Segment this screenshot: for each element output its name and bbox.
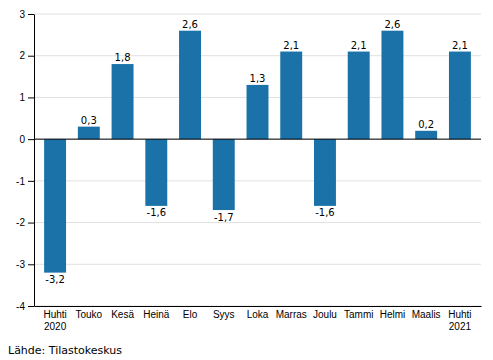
grid <box>34 14 481 306</box>
x-tick-label: Huhti2021 <box>448 309 471 332</box>
x-tick-label: Joulu <box>313 309 337 320</box>
y-tick-label: 1 <box>19 92 25 103</box>
y-tick-label: -3 <box>16 259 25 270</box>
x-tick-label: Helmi <box>380 309 406 320</box>
y-tick: -2 <box>16 217 34 228</box>
x-tick: Kesä <box>111 309 134 320</box>
x-tick: Elo <box>183 309 198 320</box>
data-labels: -3,2 0,3 1,8 -1,6 2,6 -1,7 1,3 2,1 -1,6 2,1 2,6 0,2… <box>45 19 468 285</box>
y-tick-label: 2 <box>19 50 25 61</box>
data-label: 2,1 <box>351 40 367 51</box>
y-tick-mark <box>28 223 34 224</box>
data-label: -3,2 <box>45 274 65 285</box>
data-label: -1,7 <box>214 212 234 223</box>
data-label: 0,3 <box>81 115 97 126</box>
data-label: 2,6 <box>182 19 198 30</box>
y-tick-mark <box>28 181 34 182</box>
y-tick-label: -1 <box>16 176 25 187</box>
bar <box>280 52 302 140</box>
x-axis-line <box>35 306 482 307</box>
data-label: -1,6 <box>147 207 167 218</box>
bar <box>78 127 100 140</box>
grid-line <box>34 180 481 181</box>
bar <box>449 52 471 140</box>
chart: -4 -3 -2 -1 0 1 2 3 Huhti2020 Touko Kesä Heinä Elo Sy… <box>0 0 493 360</box>
bars <box>44 31 471 273</box>
bar <box>112 64 134 139</box>
y-tick: 2 <box>19 50 34 61</box>
y-tick-mark <box>28 97 34 98</box>
y-tick: 0 <box>19 134 34 145</box>
data-label: 2,6 <box>384 19 400 30</box>
zero-line <box>34 139 481 140</box>
grid-line <box>34 264 481 265</box>
x-tick: Huhti2021 <box>448 309 471 332</box>
x-tick-label: Elo <box>183 309 198 320</box>
x-tick-label: Kesä <box>111 309 134 320</box>
grid-line <box>34 306 481 307</box>
x-tick: Tammi <box>344 309 373 320</box>
y-tick-mark <box>28 56 34 57</box>
x-tick-label: Marras <box>276 309 307 320</box>
bar <box>44 139 66 272</box>
bar <box>381 31 403 139</box>
x-tick-label: Syys <box>213 309 235 320</box>
y-tick-mark <box>28 14 34 15</box>
y-axis: -4 -3 -2 -1 0 1 2 3 <box>16 9 34 312</box>
x-tick-label: Maalis <box>412 309 441 320</box>
x-tick: Syys <box>213 309 235 320</box>
y-axis-line <box>34 15 35 307</box>
x-tick-label: Loka <box>247 309 269 320</box>
x-tick-label: Huhti2020 <box>43 309 66 332</box>
x-tick: Helmi <box>380 309 406 320</box>
bar <box>415 131 437 139</box>
bar <box>179 31 201 139</box>
data-label: -1,6 <box>315 207 335 218</box>
data-label: 0,2 <box>418 119 434 130</box>
x-tick-label: Heinä <box>143 309 170 320</box>
bar <box>213 139 235 210</box>
grid-line <box>34 222 481 223</box>
data-label: 2,1 <box>283 40 299 51</box>
grid-line <box>34 55 481 56</box>
y-tick-label: -4 <box>16 301 25 312</box>
x-tick-label: Tammi <box>344 309 373 320</box>
x-tick: Maalis <box>412 309 441 320</box>
y-tick-mark <box>28 306 34 307</box>
y-tick: -4 <box>16 301 34 312</box>
bar <box>145 139 167 206</box>
x-tick: Loka <box>247 309 269 320</box>
y-tick-label: 0 <box>19 134 25 145</box>
bar <box>314 139 336 206</box>
y-tick-mark <box>28 139 34 140</box>
x-axis: Huhti2020 Touko Kesä Heinä Elo Syys Loka Marras… <box>35 307 482 332</box>
grid-line <box>34 14 481 15</box>
y-tick-label: -2 <box>16 217 25 228</box>
x-tick: Touko <box>75 309 102 320</box>
x-tick: Huhti2020 <box>43 309 66 332</box>
x-tick: Heinä <box>143 309 170 320</box>
y-tick: 3 <box>19 9 34 20</box>
y-tick: 1 <box>19 92 34 103</box>
data-label: 2,1 <box>452 40 468 51</box>
grid-line <box>34 139 481 140</box>
y-tick: -1 <box>16 176 34 187</box>
data-label: 1,3 <box>250 73 266 84</box>
x-tick: Joulu <box>313 309 337 320</box>
data-label: 1,8 <box>115 52 131 63</box>
x-tick-label: Touko <box>75 309 102 320</box>
y-tick-label: 3 <box>19 9 25 20</box>
bar <box>247 85 269 139</box>
footnote: Lähde: Tilastokeskus <box>8 344 122 357</box>
y-tick-mark <box>28 264 34 265</box>
bar <box>348 52 370 140</box>
x-tick: Marras <box>276 309 307 320</box>
y-tick: -3 <box>16 259 34 270</box>
